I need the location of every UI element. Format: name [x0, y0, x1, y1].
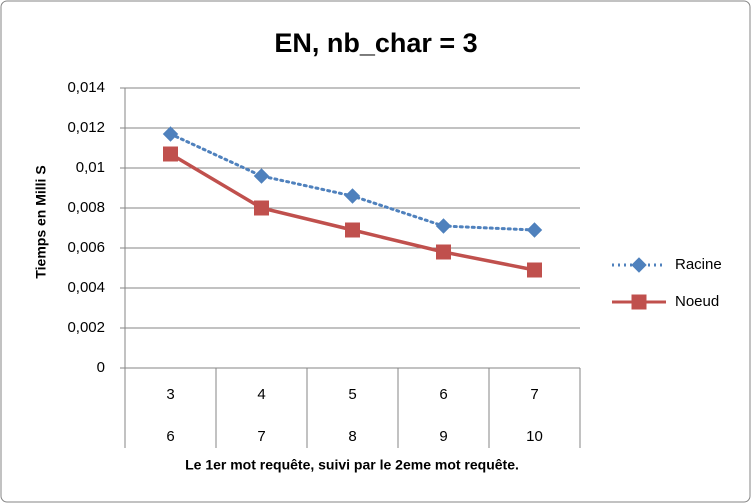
x-tick-label: 3 [166, 386, 174, 403]
x-tick-label: 9 [439, 428, 447, 445]
legend-label: Racine [675, 256, 722, 273]
x-axis-label: Le 1er mot requête, suivi par le 2eme mo… [185, 457, 519, 473]
legend-marker [631, 294, 647, 310]
data-point [344, 188, 361, 204]
y-tick-label: 0,004 [67, 279, 105, 296]
data-point [345, 222, 360, 238]
legend-marker [631, 257, 647, 273]
data-point [435, 218, 452, 234]
data-point [527, 262, 542, 278]
chart-title: EN, nb_char = 3 [274, 28, 477, 58]
x-tick-label: 6 [166, 428, 174, 445]
x-tick-label: 6 [439, 386, 447, 403]
data-point [526, 222, 543, 238]
data-point [163, 146, 178, 162]
y-tick-label: 0,01 [76, 159, 105, 176]
y-tick-label: 0,006 [67, 239, 105, 256]
y-axis-label: Tiemps en Milli S [33, 165, 49, 278]
y-tick-label: 0,002 [67, 319, 105, 336]
data-point [162, 126, 179, 142]
x-tick-label: 7 [530, 386, 538, 403]
y-tick-label: 0,014 [67, 79, 105, 96]
data-point [436, 244, 451, 260]
legend-label: Noeud [675, 293, 719, 310]
y-tick-label: 0,012 [67, 119, 105, 136]
y-tick-label: 0 [97, 359, 105, 376]
data-point [253, 168, 270, 184]
x-tick-label: 5 [348, 386, 356, 403]
y-tick-label: 0,008 [67, 199, 105, 216]
x-tick-label: 8 [348, 428, 356, 445]
x-tick-label: 7 [257, 428, 265, 445]
x-tick-label: 10 [526, 428, 543, 445]
x-tick-label: 4 [257, 386, 265, 403]
data-point [254, 200, 269, 216]
